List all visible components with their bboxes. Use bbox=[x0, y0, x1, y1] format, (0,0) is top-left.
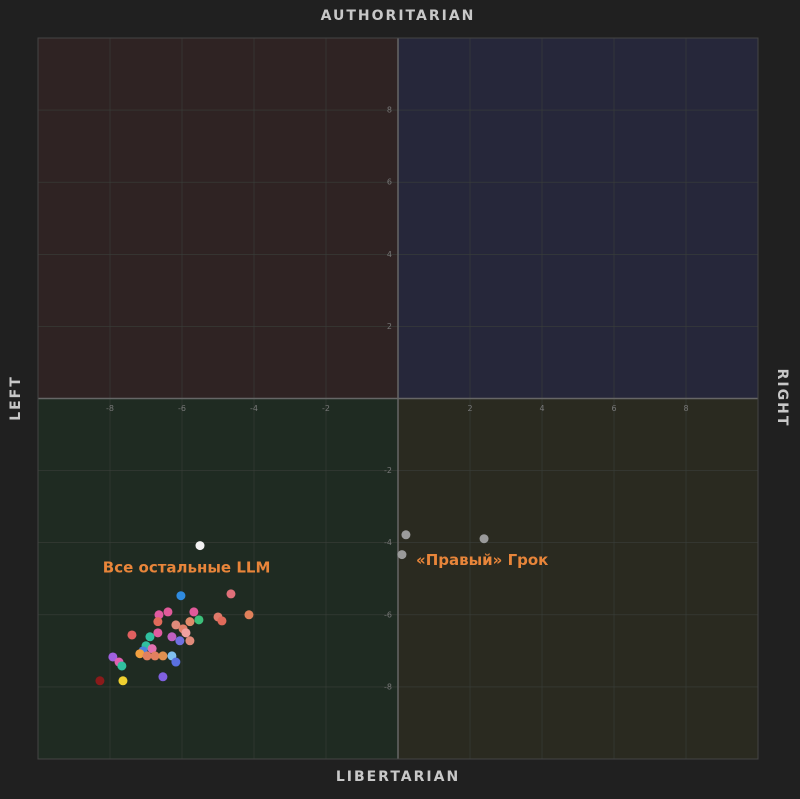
point bbox=[176, 591, 186, 601]
point bbox=[167, 632, 177, 642]
point bbox=[147, 644, 157, 654]
left-label: LEFT bbox=[8, 375, 24, 421]
point bbox=[397, 550, 407, 560]
point bbox=[95, 676, 105, 686]
y-tick-label: -6 bbox=[384, 610, 392, 619]
x-tick-label: -4 bbox=[250, 404, 258, 413]
y-tick-label: 4 bbox=[387, 250, 392, 259]
quadrant bbox=[38, 398, 398, 759]
point bbox=[154, 610, 164, 620]
point bbox=[181, 628, 191, 638]
annotation: Все остальные LLM bbox=[103, 558, 271, 576]
point bbox=[145, 632, 155, 642]
y-tick-label: 8 bbox=[387, 106, 392, 115]
point bbox=[153, 628, 163, 638]
x-tick-label: 8 bbox=[683, 404, 688, 413]
y-tick-label: -8 bbox=[384, 682, 392, 691]
quadrant bbox=[398, 38, 758, 399]
point bbox=[189, 607, 199, 617]
point bbox=[171, 657, 181, 667]
quadrant bbox=[38, 38, 398, 399]
point bbox=[158, 672, 168, 682]
point bbox=[401, 530, 411, 540]
point bbox=[217, 616, 227, 626]
right-label: RIGHT bbox=[774, 369, 790, 428]
x-tick-label: -8 bbox=[106, 404, 114, 413]
point bbox=[194, 615, 204, 625]
point bbox=[195, 541, 205, 551]
point bbox=[142, 651, 152, 661]
y-tick-label: -4 bbox=[384, 538, 392, 547]
point bbox=[108, 652, 118, 662]
point bbox=[185, 636, 195, 646]
point bbox=[158, 651, 168, 661]
point bbox=[118, 676, 128, 686]
x-tick-label: 2 bbox=[467, 404, 472, 413]
plot-border bbox=[37, 37, 759, 760]
point bbox=[150, 651, 160, 661]
x-tick-label: 6 bbox=[611, 404, 616, 413]
quadrant bbox=[398, 398, 758, 759]
point bbox=[479, 534, 489, 544]
point bbox=[244, 610, 254, 620]
point bbox=[153, 617, 163, 627]
y-tick-label: 2 bbox=[387, 322, 392, 331]
point bbox=[135, 649, 145, 659]
point bbox=[185, 617, 195, 627]
point bbox=[171, 620, 181, 630]
bottom-label: LIBERTARIAN bbox=[336, 769, 460, 785]
point bbox=[226, 589, 236, 599]
point bbox=[127, 630, 137, 640]
point bbox=[163, 607, 173, 617]
annotation: «Правый» Грок bbox=[416, 551, 548, 569]
point bbox=[175, 636, 185, 646]
y-tick-label: 6 bbox=[387, 178, 392, 187]
point bbox=[117, 661, 127, 671]
y-tick-label: -2 bbox=[384, 466, 392, 475]
top-label: AUTHORITARIAN bbox=[321, 8, 476, 24]
x-tick-label: 4 bbox=[539, 404, 544, 413]
x-tick-label: -6 bbox=[178, 404, 186, 413]
x-tick-label: -2 bbox=[322, 404, 330, 413]
